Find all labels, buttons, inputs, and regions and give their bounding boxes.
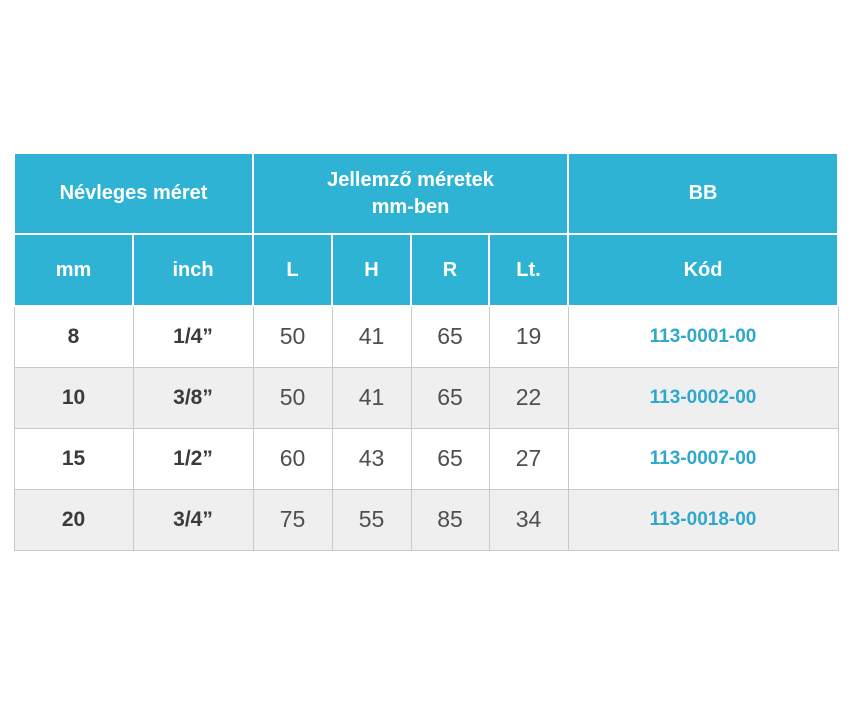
cell-h: 41 [331,305,412,368]
cell-lt: 27 [488,427,569,490]
group-header-dimensions-line2: mm-ben [371,195,450,218]
col-header-mm: mm [13,233,134,307]
table-row: 15 1/2” 60 43 65 27 113-0007-00 [13,427,839,490]
cell-product-code[interactable]: 113-0018-00 [567,488,839,551]
column-header-row: mm inch L H R Lt. Kód [13,233,840,307]
cell-r: 65 [410,305,490,368]
cell-h: 43 [331,427,412,490]
cell-product-code[interactable]: 113-0001-00 [567,305,839,368]
cell-inch: 1/2” [132,427,254,490]
table-row: 20 3/4” 75 55 85 34 113-0018-00 [13,488,839,551]
cell-r: 65 [410,427,490,490]
cell-mm: 10 [13,366,134,429]
col-header-l: L [252,233,333,307]
cell-r: 65 [410,366,490,429]
cell-inch: 1/4” [132,305,254,368]
cell-product-code[interactable]: 113-0002-00 [567,366,839,429]
cell-mm: 15 [13,427,134,490]
col-header-kod: Kód [567,233,840,307]
cell-mm: 8 [13,305,134,368]
spec-table-container: Névleges méret Jellemző méretek mm-ben B… [13,152,840,551]
cell-l: 50 [252,366,333,429]
cell-l: 60 [252,427,333,490]
cell-l: 50 [252,305,333,368]
col-header-lt: Lt. [487,233,570,307]
cell-inch: 3/4” [132,488,254,551]
group-header-dimensions: Jellemző méretek mm-ben [251,152,570,235]
col-header-h: H [331,233,412,307]
col-header-r: R [410,233,490,307]
group-header-nominal-size: Névleges méret [13,152,254,235]
spec-table: Névleges méret Jellemző méretek mm-ben B… [13,152,840,551]
cell-inch: 3/8” [132,366,254,429]
cell-lt: 22 [488,366,569,429]
cell-h: 41 [331,366,412,429]
cell-r: 85 [410,488,490,551]
cell-h: 55 [331,488,412,551]
col-header-inch: inch [132,233,254,307]
cell-lt: 34 [488,488,569,551]
cell-mm: 20 [13,488,134,551]
group-header-dimensions-line1: Jellemző méretek [327,168,494,191]
table-row: 10 3/8” 50 41 65 22 113-0002-00 [13,366,839,429]
group-header-row: Névleges méret Jellemző méretek mm-ben B… [13,152,840,235]
cell-l: 75 [252,488,333,551]
cell-product-code[interactable]: 113-0007-00 [567,427,839,490]
group-header-bb: BB [567,152,840,235]
table-row: 8 1/4” 50 41 65 19 113-0001-00 [13,305,839,368]
cell-lt: 19 [488,305,569,368]
